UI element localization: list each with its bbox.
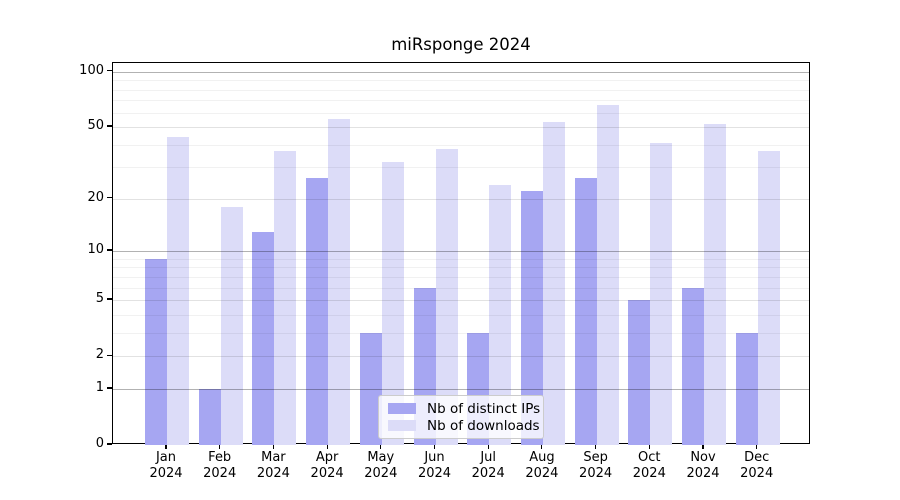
x-axis-tick-label: Apr 2024 bbox=[310, 450, 344, 481]
x-tick-mark bbox=[541, 444, 543, 449]
legend-item: Nb of distinct IPs bbox=[388, 400, 540, 417]
legend-swatch-distinct-ips bbox=[388, 403, 416, 414]
bar-downloads bbox=[596, 104, 619, 445]
x-tick-mark bbox=[219, 444, 221, 449]
bar-distinct-ips bbox=[735, 332, 758, 445]
y-tick-mark bbox=[107, 298, 112, 300]
gridline-minor bbox=[113, 267, 809, 269]
y-tick-mark bbox=[107, 354, 112, 356]
grid-layer bbox=[113, 63, 809, 443]
y-axis-tick-label: 5 bbox=[95, 291, 104, 307]
x-tick-mark bbox=[380, 444, 382, 449]
bar-downloads bbox=[274, 150, 297, 445]
bar-distinct-ips bbox=[574, 178, 597, 445]
bar-downloads bbox=[435, 148, 458, 445]
y-tick-mark bbox=[107, 197, 112, 199]
bar-distinct-ips bbox=[145, 258, 167, 445]
gridline-minor bbox=[113, 112, 809, 114]
gridline-major bbox=[113, 356, 809, 358]
bar-distinct-ips bbox=[198, 388, 221, 445]
x-axis-tick-label: Nov 2024 bbox=[686, 450, 720, 481]
bar-downloads bbox=[328, 119, 351, 445]
x-axis-tick-label: Mar 2024 bbox=[256, 450, 290, 481]
gridline-emphasis bbox=[113, 251, 809, 253]
legend: Nb of distinct IPs Nb of downloads bbox=[378, 395, 544, 439]
bar-distinct-ips bbox=[252, 231, 275, 445]
gridline-minor bbox=[113, 332, 809, 334]
bar-distinct-ips bbox=[682, 287, 704, 445]
x-tick-mark bbox=[272, 444, 274, 449]
x-axis-tick-label: Jan 2024 bbox=[149, 450, 183, 481]
bar-distinct-ips bbox=[520, 191, 543, 445]
x-axis-tick-label: May 2024 bbox=[364, 450, 398, 481]
gridline-minor bbox=[113, 144, 809, 146]
gridline-major bbox=[113, 198, 809, 200]
bar-downloads bbox=[704, 123, 726, 445]
legend-swatch-downloads bbox=[388, 420, 416, 431]
legend-label: Nb of downloads bbox=[427, 417, 540, 434]
gridline-minor bbox=[113, 167, 809, 169]
x-tick-mark bbox=[326, 444, 328, 449]
y-axis-tick-label: 100 bbox=[79, 62, 104, 78]
y-tick-mark bbox=[107, 125, 112, 127]
legend-label: Nb of distinct IPs bbox=[427, 400, 541, 417]
bar-downloads bbox=[381, 162, 404, 445]
gridline-minor bbox=[113, 80, 809, 82]
gridline-emphasis bbox=[113, 388, 809, 390]
bar-downloads bbox=[542, 122, 565, 445]
plot-area bbox=[112, 62, 810, 445]
gridline-minor bbox=[113, 89, 809, 91]
gridline-minor bbox=[113, 287, 809, 289]
gridline-major bbox=[113, 300, 809, 302]
bar-distinct-ips bbox=[628, 300, 651, 445]
x-axis-tick-label: Feb 2024 bbox=[203, 450, 237, 481]
x-axis-tick-label: Jul 2024 bbox=[471, 450, 505, 481]
x-tick-mark bbox=[702, 444, 704, 449]
legend-item: Nb of downloads bbox=[388, 417, 540, 434]
x-tick-mark bbox=[165, 444, 167, 449]
y-tick-mark bbox=[107, 249, 112, 251]
y-axis-tick-label: 1 bbox=[95, 379, 104, 395]
bar-downloads bbox=[650, 142, 673, 445]
bar-downloads bbox=[167, 137, 189, 445]
x-tick-mark bbox=[487, 444, 489, 449]
y-tick-mark bbox=[107, 443, 112, 445]
chart-title: miRsponge 2024 bbox=[391, 35, 531, 54]
y-axis-tick-label: 2 bbox=[95, 347, 104, 363]
gridline-minor bbox=[113, 258, 809, 260]
bar-distinct-ips bbox=[306, 178, 329, 445]
bar-distinct-ips bbox=[359, 332, 382, 445]
gridline-emphasis bbox=[113, 71, 809, 73]
bar-downloads bbox=[220, 206, 243, 445]
bar-downloads bbox=[757, 150, 780, 445]
gridline-minor bbox=[113, 100, 809, 102]
y-axis-tick-label: 50 bbox=[87, 117, 104, 133]
y-tick-mark bbox=[107, 387, 112, 389]
x-axis-tick-label: Sep 2024 bbox=[579, 450, 613, 481]
x-tick-mark bbox=[433, 444, 436, 449]
x-axis-tick-label: Oct 2024 bbox=[632, 450, 666, 481]
x-axis-tick-label: Dec 2024 bbox=[740, 450, 774, 481]
x-tick-mark bbox=[648, 444, 650, 449]
x-tick-mark bbox=[595, 444, 597, 449]
bar-downloads bbox=[489, 184, 512, 445]
y-axis-tick-label: 0 bbox=[95, 436, 104, 451]
y-axis-tick-label: 20 bbox=[87, 189, 104, 205]
gridline-minor bbox=[113, 314, 809, 316]
x-axis-tick-label: Aug 2024 bbox=[525, 450, 559, 481]
y-axis-tick-label: 10 bbox=[87, 242, 104, 258]
x-axis-tick-label: Jun 2024 bbox=[417, 450, 452, 481]
gridline-major bbox=[113, 127, 809, 128]
gridline-minor bbox=[113, 276, 809, 278]
x-tick-mark bbox=[756, 444, 758, 449]
y-tick-mark bbox=[107, 70, 112, 72]
